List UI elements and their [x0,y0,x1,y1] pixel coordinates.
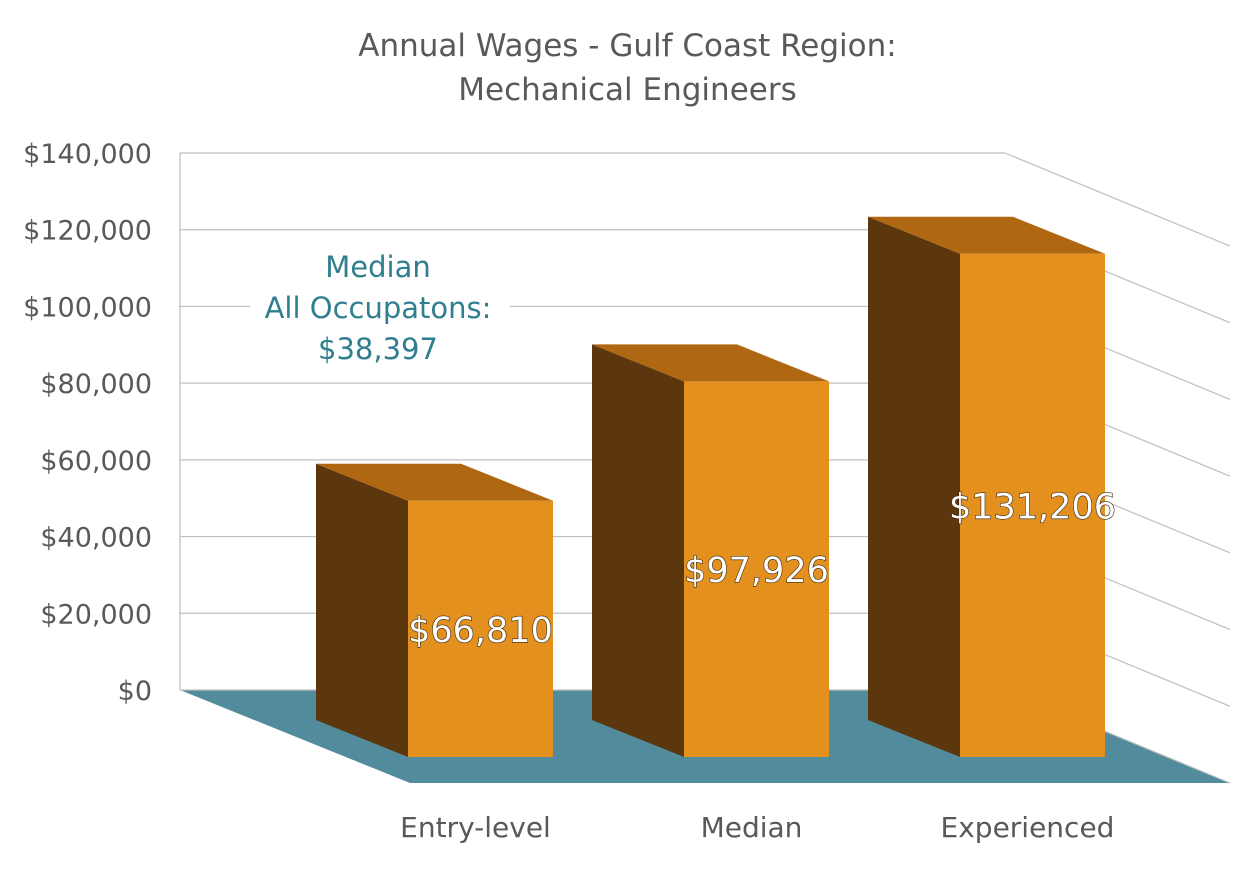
bar [684,381,829,757]
bar-top-face [316,463,553,501]
y-tick-label: $40,000 [40,523,152,554]
y-tick-label: $0 [118,676,152,707]
annotation-line: Median [325,250,430,284]
bar [960,253,1105,758]
y-tick-label: $60,000 [40,446,152,477]
annotation-line: $38,397 [318,332,438,366]
chart-title: Annual Wages - Gulf Coast Region: [358,28,897,64]
y-tick-label: $80,000 [40,369,152,400]
data-label: $66,810 [408,611,553,651]
y-tick-label: $100,000 [23,292,152,323]
y-tick-label: $140,000 [23,139,152,170]
bar-side-face [316,463,408,757]
y-tick-label: $120,000 [23,216,152,247]
side-gridline [1004,152,1231,247]
x-tick-label: Experienced [941,811,1115,844]
y-tick-label: $20,000 [40,599,152,630]
chart-subtitle: Mechanical Engineers [458,72,797,108]
bar-side-face [868,216,960,758]
annotation-backdrop [250,292,510,322]
bar-top-face [592,344,829,382]
x-tick-label: Entry-level [400,811,551,844]
x-tick-label: Median [701,811,803,844]
bar [408,500,553,757]
annotation-line: All Occupatons: [265,291,492,325]
bar-top-face [868,216,1105,254]
data-label: $97,926 [684,551,829,591]
data-label: $131,206 [949,487,1116,527]
bar-side-face [592,344,684,757]
